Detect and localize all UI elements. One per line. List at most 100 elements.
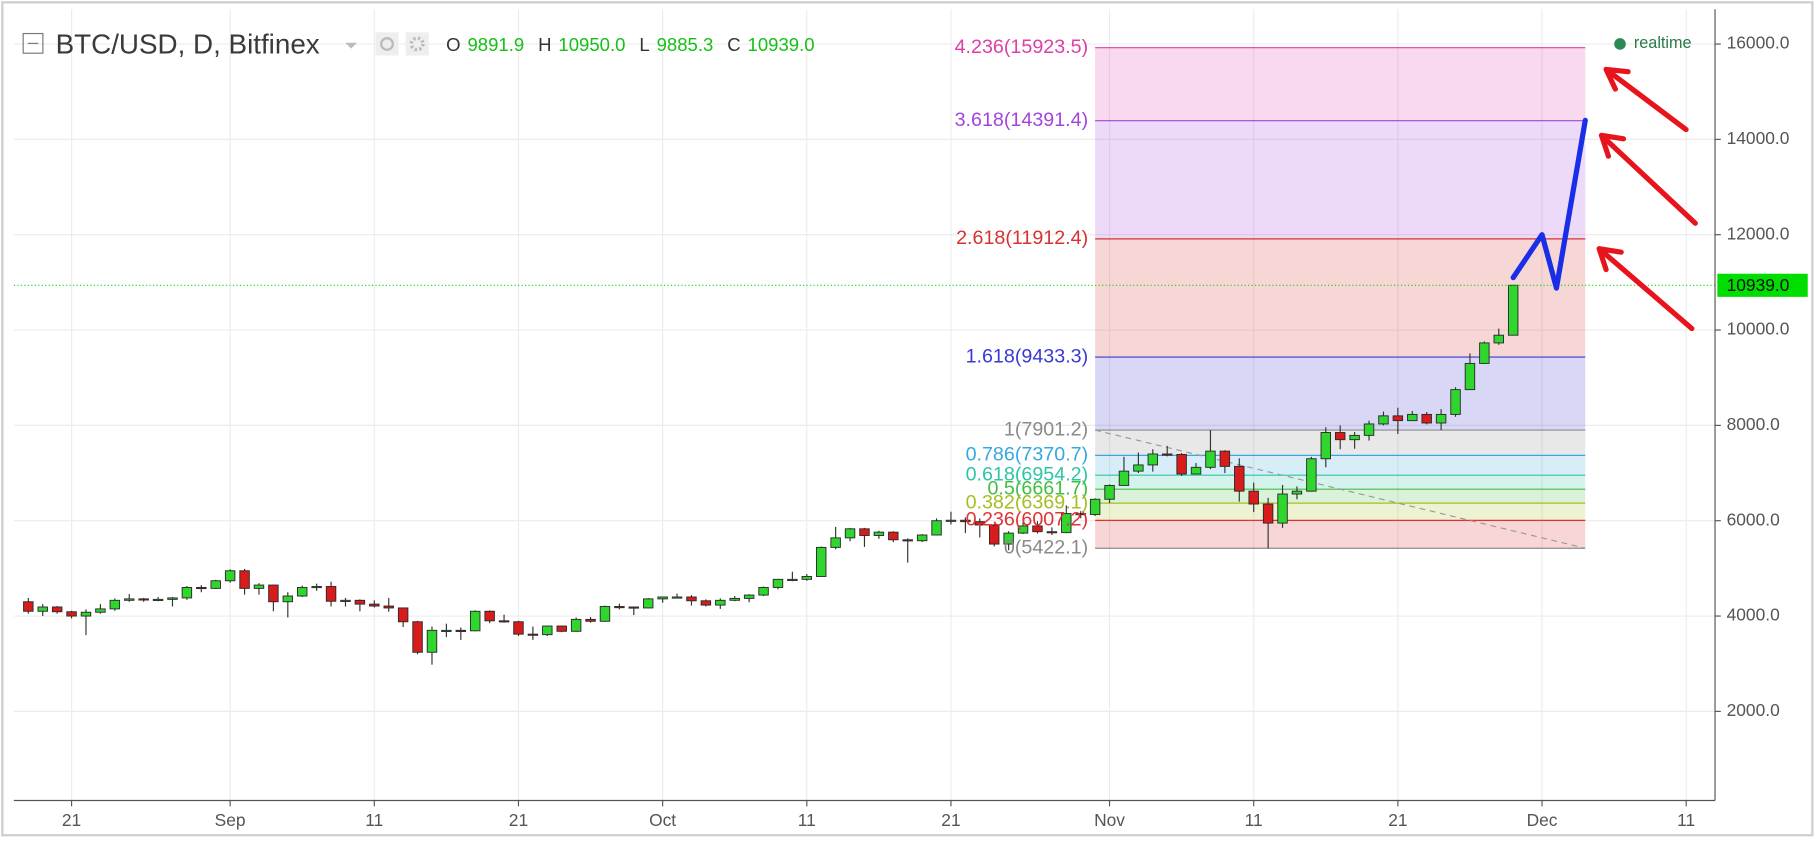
candle-body <box>916 534 928 542</box>
candle-body <box>657 596 668 600</box>
symbol-menu[interactable] <box>345 42 357 49</box>
candle-body <box>426 629 438 653</box>
y-tick-label: 16000.0 <box>1727 33 1790 53</box>
eye-icon[interactable] <box>375 32 399 56</box>
fib-label: 0.5(6661.7) <box>987 477 1088 499</box>
y-tick-label: 2000.0 <box>1727 700 1780 720</box>
y-tick-label: 12000.0 <box>1727 223 1790 243</box>
candle-body <box>1349 434 1360 441</box>
candle-body <box>124 598 135 601</box>
candle-body <box>397 607 409 623</box>
candle-body <box>729 597 740 601</box>
ohlc-value: 9885.3 <box>657 34 714 55</box>
candle-body <box>542 625 553 636</box>
x-tick-label: Oct <box>649 810 676 830</box>
x-tick-label: 21 <box>62 810 81 830</box>
candle-body <box>498 620 510 623</box>
fib-band <box>1095 357 1586 431</box>
y-tick-label: 6000.0 <box>1727 509 1780 529</box>
ohlc-key: L <box>639 34 649 55</box>
candle-body <box>455 629 467 632</box>
candle-body <box>1075 513 1086 516</box>
candle-body <box>686 596 697 602</box>
candle-body <box>1089 498 1101 515</box>
fib-label: 0(5422.1) <box>1004 536 1088 558</box>
candle-body <box>599 606 611 622</box>
fib-band <box>1095 489 1586 504</box>
candle-body <box>513 621 524 635</box>
ohlc-key: O <box>446 34 460 55</box>
candle-body <box>470 610 481 632</box>
candle-body <box>1176 453 1187 475</box>
arrow <box>1596 246 1695 332</box>
candle-body <box>268 584 279 603</box>
x-tick-label: Nov <box>1094 810 1125 830</box>
candle-body <box>297 586 308 597</box>
candle-body <box>167 597 178 600</box>
last-price-box <box>1717 273 1808 297</box>
candle-body <box>1291 490 1303 495</box>
fib-label: 0.786(7370.7) <box>966 444 1089 466</box>
candle-body <box>51 606 63 613</box>
candle-body <box>1464 362 1476 391</box>
ohlc-key: H <box>538 34 551 55</box>
candle-body <box>1378 415 1389 425</box>
candle-body <box>643 598 654 609</box>
candle-body <box>1234 465 1245 492</box>
realtime-label: realtime <box>1634 34 1692 52</box>
x-tick-label: 11 <box>1245 810 1263 830</box>
arrow <box>1598 132 1698 226</box>
candle-body <box>888 531 899 541</box>
fib-label: 3.618(14391.4) <box>955 109 1089 131</box>
candle-body <box>988 524 1000 545</box>
candle-body <box>1306 458 1317 492</box>
collapse-icon[interactable] <box>22 32 44 54</box>
eye-icon-pupil <box>380 37 394 51</box>
candle-body <box>37 606 48 612</box>
fib-label: 0.382(6369.1) <box>966 491 1089 513</box>
x-tick-label: 11 <box>798 810 816 830</box>
candle-body <box>671 596 683 599</box>
y-tick-label: 4000.0 <box>1727 605 1780 625</box>
fib-band <box>1095 120 1586 239</box>
candle-body <box>859 528 870 536</box>
candle-body <box>1061 513 1072 534</box>
candle-body <box>1262 503 1274 524</box>
x-tick-label: Sep <box>215 810 246 830</box>
candle-body <box>210 580 221 589</box>
settings-icon-gear <box>409 36 425 52</box>
candle-body <box>1479 342 1490 364</box>
candle-body <box>527 633 539 636</box>
fib-band <box>1095 47 1586 121</box>
candle-body <box>239 570 250 589</box>
x-tick-label: 11 <box>1677 810 1695 830</box>
candle-body <box>138 598 149 601</box>
candle-body <box>340 599 351 602</box>
candle-body <box>801 576 813 580</box>
arrow <box>1603 66 1689 133</box>
fib-band <box>1095 520 1586 549</box>
candle-body <box>1407 413 1418 422</box>
candle-body <box>585 618 596 622</box>
candle-body <box>282 595 294 603</box>
candle-body <box>945 519 957 522</box>
candle-body <box>1320 432 1332 460</box>
candle-body <box>1104 484 1115 500</box>
candle-body <box>787 578 798 581</box>
candle-body <box>715 599 726 606</box>
y-tick-label: 14000.0 <box>1727 128 1790 148</box>
candle-body <box>931 520 942 536</box>
candle-body <box>873 531 885 536</box>
realtime-dot <box>1614 38 1626 50</box>
candle-body <box>974 521 986 526</box>
candle-body <box>815 546 827 577</box>
candle-body <box>1334 432 1346 441</box>
ohlc-key: C <box>727 34 740 55</box>
candle-body <box>1032 525 1043 533</box>
settings-icon[interactable] <box>405 32 429 56</box>
candle-body <box>412 621 423 653</box>
fib-band <box>1095 455 1586 476</box>
fib-label: 2.618(11912.4) <box>956 227 1088 249</box>
candle-body <box>772 578 784 588</box>
